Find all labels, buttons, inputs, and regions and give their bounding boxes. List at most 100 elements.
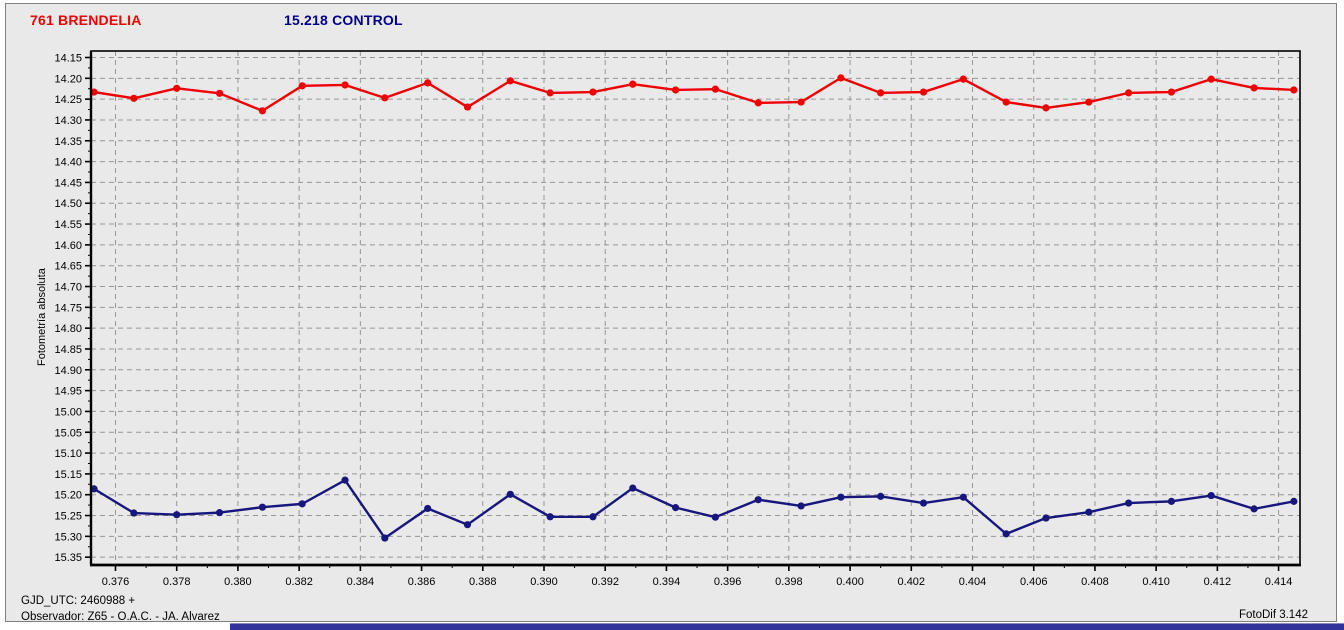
y-tick-label: 14.45: [54, 177, 82, 189]
data-point-target: [919, 88, 928, 96]
data-point-control: [1290, 497, 1298, 505]
x-tick-label: 0.414: [1265, 576, 1293, 588]
data-point-control: [90, 485, 98, 493]
series-line-control: [92, 478, 1296, 540]
x-tick-label: 0.396: [714, 576, 742, 588]
target-title: 761 BRENDELIA: [30, 12, 142, 28]
y-tick-label: 14.75: [54, 302, 82, 314]
data-point-target: [629, 80, 637, 88]
data-point-control: [1250, 505, 1258, 513]
x-tick-label: 0.398: [775, 576, 803, 588]
data-point-control: [381, 534, 389, 542]
x-tick-label: 0.376: [102, 576, 130, 588]
data-point-target: [546, 89, 554, 97]
data-point-target: [1124, 89, 1133, 97]
control-title: 15.218 CONTROL: [284, 12, 403, 28]
data-point-control: [506, 490, 514, 498]
gjd-utc-label: GJD_UTC: 2460988 +: [21, 595, 136, 607]
data-point-control: [463, 521, 472, 529]
y-tick-label: 14.65: [54, 261, 82, 273]
data-point-target: [1042, 104, 1050, 112]
data-point-control: [1167, 497, 1176, 505]
data-point-target: [877, 89, 885, 97]
data-point-control: [672, 504, 680, 512]
y-tick-label: 15.15: [54, 469, 82, 481]
data-point-target: [506, 77, 514, 85]
data-point-target: [463, 103, 472, 111]
data-point-control: [1085, 508, 1093, 516]
y-tick-label: 15.10: [54, 448, 82, 460]
x-tick-label: 0.386: [408, 576, 436, 588]
plot-border: [90, 50, 1301, 566]
x-tick-label: 0.388: [469, 576, 497, 588]
y-axis-label: Fotometría absoluta: [36, 268, 48, 366]
x-tick-label: 0.412: [1204, 576, 1232, 588]
y-tick-label: 14.15: [54, 52, 82, 64]
y-tick-label: 14.80: [54, 323, 82, 335]
data-point-control: [1207, 491, 1215, 500]
app-version-label: FotoDif 3.142: [1238, 609, 1308, 621]
data-point-control: [837, 493, 845, 501]
data-point-target: [589, 88, 597, 96]
data-point-control: [173, 511, 181, 519]
data-point-control: [1124, 499, 1133, 507]
data-point-control: [1042, 514, 1050, 522]
x-tick-label: 0.378: [163, 576, 191, 588]
data-point-target: [837, 74, 845, 82]
data-point-control: [258, 503, 267, 511]
x-tick-label: 0.400: [836, 576, 864, 588]
y-tick-label: 14.30: [54, 115, 82, 127]
y-tick-label: 14.95: [54, 386, 82, 398]
observer-label: Observador: Z65 - O.A.C. - JA. Alvarez: [21, 611, 220, 623]
data-point-target: [1085, 98, 1093, 106]
x-tick-label: 0.402: [898, 576, 926, 588]
y-tick-label: 15.30: [54, 531, 82, 543]
y-tick-label: 14.70: [54, 282, 82, 294]
x-tick-label: 0.382: [285, 576, 313, 588]
data-point-target: [672, 86, 680, 94]
data-point-target: [959, 75, 967, 83]
data-point-control: [877, 492, 885, 500]
y-tick-label: 15.00: [54, 406, 82, 418]
data-point-control: [754, 496, 762, 504]
x-tick-label: 0.384: [347, 576, 375, 588]
data-point-target: [1290, 86, 1298, 94]
data-point-target: [298, 82, 306, 90]
y-tick-label: 14.90: [54, 365, 82, 377]
x-tick-label: 0.406: [1020, 576, 1048, 588]
y-tick-label: 14.55: [54, 219, 82, 231]
y-tick-label: 14.85: [54, 344, 82, 356]
data-point-control: [959, 493, 967, 501]
data-point-target: [424, 79, 432, 87]
x-tick-label: 0.408: [1081, 576, 1109, 588]
y-tick-label: 14.20: [54, 73, 82, 85]
data-point-control: [424, 504, 432, 513]
data-point-control: [215, 509, 224, 517]
data-point-control: [546, 513, 554, 521]
y-tick-label: 14.35: [54, 136, 82, 148]
x-tick-label: 0.390: [530, 576, 558, 588]
data-point-control: [629, 484, 637, 492]
data-point-target: [1207, 75, 1215, 83]
data-point-control: [341, 476, 349, 484]
data-point-target: [1167, 88, 1176, 96]
data-point-target: [1250, 84, 1258, 92]
data-point-target: [130, 94, 138, 102]
x-tick-label: 0.404: [959, 576, 987, 588]
y-tick-label: 14.50: [54, 198, 82, 210]
data-point-target: [215, 89, 224, 97]
data-point-target: [1002, 98, 1010, 106]
data-point-control: [797, 502, 805, 510]
chart-panel: 761 BRENDELIA 15.218 CONTROL: [5, 3, 1337, 622]
data-point-target: [173, 84, 181, 92]
x-tick-label: 0.380: [224, 576, 252, 588]
data-point-target: [381, 94, 389, 102]
data-point-control: [298, 500, 306, 508]
y-tick-label: 15.35: [54, 552, 82, 564]
series-line-target: [92, 76, 1296, 112]
y-tick-label: 14.40: [54, 157, 82, 169]
y-tick-label: 14.25: [54, 94, 82, 106]
x-tick-label: 0.410: [1142, 576, 1170, 588]
